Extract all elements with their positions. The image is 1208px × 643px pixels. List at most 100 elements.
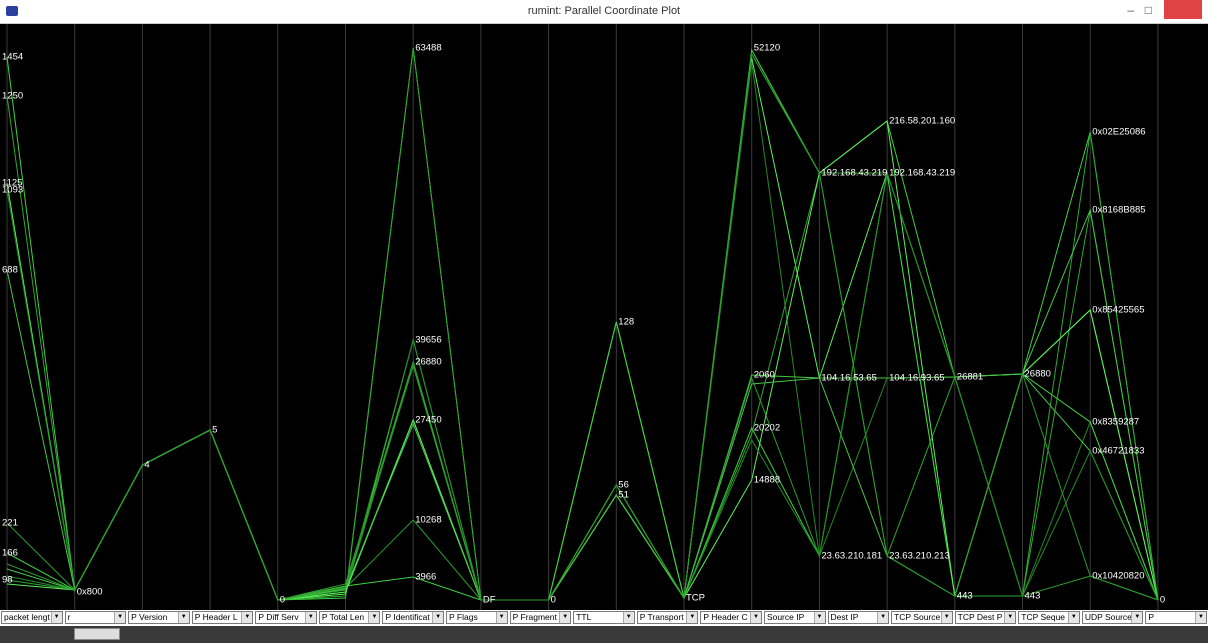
- axis-value-label: 1125: [2, 178, 22, 189]
- maximize-button[interactable]: □: [1144, 3, 1152, 17]
- axis-value-label: 56: [618, 480, 629, 491]
- axis-dropdown[interactable]: P Header C ▼: [700, 611, 762, 624]
- axis-value-label: 216.58.201.160: [889, 116, 955, 127]
- axis-value-label: 1093: [2, 185, 23, 196]
- dropdown-arrow[interactable]: ▼: [368, 612, 380, 623]
- packet-line: [6, 47, 1159, 601]
- axis-value-label: 0x02E25086: [1092, 127, 1145, 138]
- axis-value-label: 98: [2, 575, 13, 586]
- axis-value-label: 51: [618, 490, 629, 501]
- packet-line: [6, 57, 1159, 601]
- axis-dropdown[interactable]: packet lengt ▼: [1, 611, 63, 624]
- dropdown-label: packet lengt: [4, 612, 50, 622]
- packet-line: [6, 172, 1159, 601]
- dropdown-label: P Transport: [639, 612, 684, 622]
- dropdown-arrow[interactable]: ▼: [622, 612, 634, 623]
- axis-dropdown[interactable]: r ▼: [64, 611, 127, 624]
- dropdown-arrow[interactable]: ▼: [686, 612, 698, 623]
- axis-value-label: 1250: [2, 91, 23, 102]
- axis-value-label: 192.168.43.219: [821, 168, 887, 179]
- dropdown-label: P Header C: [703, 612, 748, 622]
- axis-value-label: 3966: [415, 572, 436, 583]
- axis-value-label: 26880: [415, 357, 441, 368]
- axis-value-label: 63488: [415, 43, 441, 54]
- axis-selectors: packet lengt ▼ r ▼ P Version ▼ P Header L ▼ P Di…: [0, 610, 1208, 626]
- dropdown-label: P Total Len: [321, 612, 365, 622]
- dropdown-arrow[interactable]: ▼: [749, 612, 761, 623]
- axis-value-label: 39656: [415, 335, 441, 346]
- axis-dropdown[interactable]: UDP Source ▼: [1081, 611, 1144, 624]
- packet-line: [6, 131, 1159, 601]
- dropdown-arrow[interactable]: ▼: [1004, 612, 1016, 623]
- close-button[interactable]: [1164, 0, 1202, 19]
- dropdown-arrow[interactable]: ▼: [495, 612, 507, 623]
- title-bar: rumint: Parallel Coordinate Plot – □: [0, 0, 1208, 24]
- axis-dropdown[interactable]: TCP Source ▼: [891, 611, 953, 624]
- dropdown-label: UDP Source: [1084, 612, 1132, 622]
- dropdown-label: TCP Seque: [1021, 612, 1066, 622]
- axis-dropdown[interactable]: P Identificat ▼: [382, 611, 445, 624]
- dropdown-label: TCP Dest P: [957, 612, 1003, 622]
- dropdown-label: TTL: [576, 612, 592, 622]
- axis-value-label: 443: [1025, 591, 1041, 602]
- axis-dropdown[interactable]: P Transport ▼: [636, 611, 699, 624]
- axis-value-label: 0x46721833: [1092, 446, 1144, 457]
- axis-value-label: 0x10420820: [1092, 571, 1144, 582]
- axis-dropdown[interactable]: TCP Seque ▼: [1018, 611, 1080, 624]
- dropdown-arrow[interactable]: ▼: [813, 612, 825, 623]
- packet-line: [6, 61, 1159, 601]
- axis-value-label: 128: [618, 317, 634, 328]
- minimize-button[interactable]: –: [1127, 3, 1134, 17]
- packet-line: [6, 269, 1159, 601]
- packet-line: [6, 208, 1159, 601]
- axis-value-label: 23.63.210.213: [889, 551, 950, 562]
- dropdown-label: r: [67, 612, 71, 622]
- dropdown-arrow[interactable]: ▼: [1131, 612, 1143, 623]
- axis-dropdown[interactable]: Source IP ▼: [763, 611, 826, 624]
- axis-value-label: DF: [483, 595, 496, 606]
- axis-dropdown[interactable]: P Version ▼: [128, 611, 190, 624]
- dropdown-arrow[interactable]: ▼: [304, 612, 316, 623]
- spin-box[interactable]: [74, 628, 120, 640]
- dropdown-arrow[interactable]: ▼: [50, 612, 62, 623]
- dropdown-arrow[interactable]: ▼: [177, 612, 189, 623]
- axis-dropdown[interactable]: P Header L ▼: [191, 611, 254, 624]
- axis-value-label: 0: [280, 595, 285, 606]
- axis-value-label: 1454: [2, 52, 23, 63]
- axis-value-label: 0: [551, 595, 556, 606]
- dropdown-arrow[interactable]: ▼: [432, 612, 444, 623]
- axis-value-label: 5: [212, 425, 217, 436]
- dropdown-label: P Version: [131, 612, 168, 622]
- axis-dropdown[interactable]: P Diff Serv ▼: [255, 611, 317, 624]
- dropdown-label: P Diff Serv: [258, 612, 299, 622]
- dropdown-label: Dest IP: [830, 612, 859, 622]
- dropdown-arrow[interactable]: ▼: [114, 612, 126, 623]
- dropdown-arrow[interactable]: ▼: [877, 612, 889, 623]
- axis-value-label: 20202: [754, 423, 780, 434]
- axis-value-label: 27450: [415, 415, 441, 426]
- dropdown-label: P Fragment: [512, 612, 557, 622]
- dropdown-arrow[interactable]: ▼: [241, 612, 253, 623]
- packet-line: [6, 52, 1159, 601]
- axis-value-label: 443: [957, 591, 973, 602]
- axis-value-label: 221: [2, 518, 18, 529]
- axis-dropdown[interactable]: TCP Dest P ▼: [954, 611, 1017, 624]
- axis-value-label: 14888: [754, 475, 780, 486]
- dropdown-arrow[interactable]: ▼: [1194, 612, 1206, 623]
- axis-value-label: 23.63.210.181: [821, 551, 882, 562]
- axis-value-label: 0x800: [77, 587, 103, 598]
- dropdown-label: P: [1148, 612, 1155, 622]
- axis-dropdown[interactable]: TTL ▼: [573, 611, 635, 624]
- axis-dropdown[interactable]: P Total Len ▼: [318, 611, 381, 624]
- dropdown-arrow[interactable]: ▼: [559, 612, 571, 623]
- axis-value-label: 166: [2, 548, 18, 559]
- axis-dropdown[interactable]: P ▼: [1145, 611, 1207, 624]
- axis-dropdown[interactable]: Dest IP ▼: [827, 611, 890, 624]
- axis-dropdown[interactable]: P Flags ▼: [446, 611, 508, 624]
- dropdown-label: P Flags: [449, 612, 478, 622]
- axis-dropdown[interactable]: P Fragment ▼: [509, 611, 572, 624]
- axis-value-label: 0x8359287: [1092, 417, 1139, 428]
- axis-value-label: 192.168.43.219: [889, 168, 955, 179]
- dropdown-arrow[interactable]: ▼: [1067, 612, 1079, 623]
- dropdown-arrow[interactable]: ▼: [940, 612, 952, 623]
